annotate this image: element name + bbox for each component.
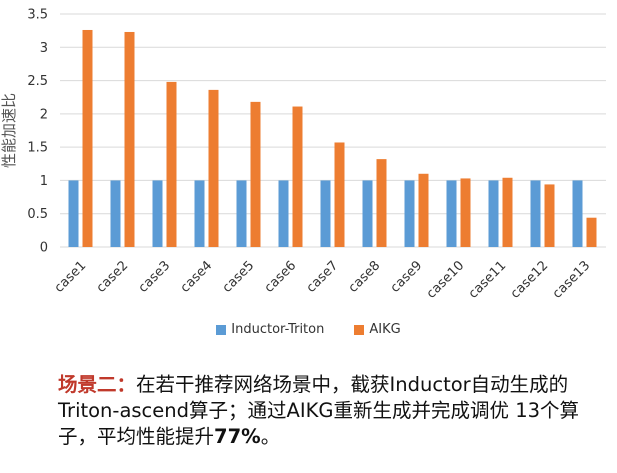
bar-aikg-case2 (124, 31, 135, 247)
y-tick-label: 3 (40, 41, 48, 56)
caption-end: 。 (260, 425, 281, 448)
y-tick-label: 3.5 (27, 8, 48, 23)
bar-inductor-triton-case13 (572, 180, 583, 247)
legend-item-aikg: AIKG (354, 322, 401, 337)
bar-inductor-triton-case9 (404, 180, 415, 247)
bar-inductor-triton-case10 (446, 180, 457, 247)
x-tick-label: case2 (94, 258, 132, 296)
bar-inductor-triton-case2 (110, 180, 121, 247)
y-tick-label: 1.5 (27, 141, 48, 156)
bar-aikg-case8 (376, 159, 387, 247)
legend-item-inductor-triton: Inductor-Triton (216, 322, 324, 337)
bar-aikg-case7 (334, 142, 345, 247)
bar-inductor-triton-case4 (194, 180, 205, 247)
y-tick-label: 0 (40, 241, 48, 256)
x-tick-label: case4 (178, 258, 216, 296)
bar-inductor-triton-case11 (488, 180, 499, 247)
bar-inductor-triton-case7 (320, 180, 331, 247)
x-tick-label: case3 (136, 258, 174, 296)
caption-label: 场景二： (58, 373, 137, 396)
y-tick-label: 1 (40, 174, 48, 189)
bar-inductor-triton-case6 (278, 180, 289, 247)
bar-inductor-triton-case5 (236, 180, 247, 247)
legend-label-inductor-triton: Inductor-Triton (231, 322, 325, 337)
bar-aikg-case13 (586, 217, 597, 247)
x-tick-label: case9 (388, 258, 426, 296)
x-tick-label: case5 (220, 258, 258, 296)
bar-inductor-triton-case3 (152, 180, 163, 247)
bar-inductor-triton-case12 (530, 180, 541, 247)
bar-aikg-case3 (166, 81, 177, 247)
x-tick-label: case8 (346, 258, 384, 296)
chart-legend: Inductor-Triton AIKG (0, 322, 617, 337)
y-tick-label: 2.5 (27, 74, 48, 89)
x-tick-label: case11 (466, 258, 509, 301)
bar-aikg-case9 (418, 173, 429, 247)
legend-swatch-inductor-triton (216, 324, 227, 335)
bar-aikg-case4 (208, 89, 219, 248)
y-tick-label: 2 (40, 107, 48, 122)
bar-aikg-case1 (82, 29, 93, 247)
caption-text: 在若干推荐网络场景中，截获Inductor自动生成的Triton-ascend算… (58, 373, 580, 448)
bar-aikg-case5 (250, 101, 261, 247)
x-tick-label: case6 (262, 258, 300, 296)
legend-label-aikg: AIKG (369, 322, 401, 337)
caption-percent: 77% (214, 425, 261, 448)
x-tick-label: case12 (508, 258, 551, 301)
bar-aikg-case10 (460, 178, 471, 247)
x-tick-label: case13 (550, 258, 593, 301)
scenario-caption: 场景二：在若干推荐网络场景中，截获Inductor自动生成的Triton-asc… (58, 372, 598, 450)
y-axis-label: 性能加速比 (0, 93, 18, 168)
bar-aikg-case11 (502, 177, 513, 247)
bar-inductor-triton-case1 (68, 180, 79, 247)
bar-aikg-case6 (292, 106, 303, 247)
x-tick-label: case10 (424, 258, 467, 301)
x-tick-label: case1 (52, 258, 90, 296)
bar-aikg-case12 (544, 184, 555, 247)
legend-swatch-aikg (354, 324, 365, 335)
bar-inductor-triton-case8 (362, 180, 373, 247)
x-tick-label: case7 (304, 258, 342, 296)
y-tick-label: 0.5 (27, 207, 48, 222)
